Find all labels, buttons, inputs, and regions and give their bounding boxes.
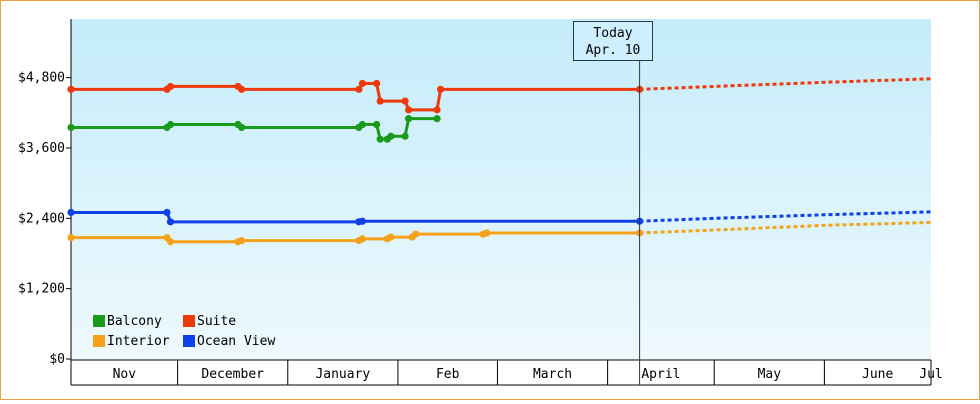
data-point-interior (67, 234, 75, 242)
legend-label-interior: Interior (107, 333, 170, 349)
data-point-interior (358, 235, 367, 243)
y-tick-label: $4,800 (18, 71, 65, 86)
y-tick-label: $1,200 (18, 282, 65, 297)
legend-label-balcony: Balcony (107, 313, 162, 329)
x-month-label: March (533, 367, 572, 382)
x-month-label: December (201, 367, 264, 382)
y-axis: $0 $1,200 $2,400 $3,600 $4,800 (18, 19, 72, 385)
data-point-suite (376, 97, 384, 105)
forecast-line-interior (639, 220, 933, 235)
data-point-suite (166, 82, 175, 91)
data-point-ocean-view (166, 218, 175, 226)
series-balcony (67, 115, 441, 143)
x-month-label: Nov (113, 367, 137, 382)
data-point-balcony (387, 132, 395, 140)
data-point-suite (358, 79, 367, 88)
legend-swatch-suite (183, 315, 195, 327)
legend-item-balcony: Balcony (93, 313, 183, 329)
x-month-label: Feb (436, 367, 460, 382)
series-suite (67, 77, 933, 114)
series-layer (67, 77, 933, 246)
data-point-balcony (358, 120, 367, 129)
data-point-suite (373, 79, 381, 88)
y-tick-label: $2,400 (18, 211, 65, 226)
legend-item-ocean-view: Ocean View (183, 333, 293, 349)
forecast-line-ocean-view (639, 210, 933, 223)
legend: Balcony Suite Interior Ocean View (93, 313, 293, 349)
forecast-line-suite (639, 77, 933, 91)
legend-swatch-ocean-view (183, 335, 195, 347)
series-line-interior (71, 231, 640, 244)
series-ocean-view (67, 208, 933, 226)
data-point-balcony (401, 132, 409, 140)
x-month-label: April (641, 367, 680, 382)
data-point-interior (166, 238, 175, 246)
x-month-label: January (315, 367, 370, 382)
data-point-suite (405, 106, 413, 114)
data-point-ocean-view (163, 208, 171, 217)
legend-swatch-interior (93, 335, 105, 347)
data-point-balcony (373, 120, 381, 129)
today-date: Apr. 10 (585, 43, 641, 58)
today-label: Today (593, 26, 633, 41)
data-point-suite (67, 85, 75, 93)
series-interior (67, 220, 933, 246)
data-point-suite (433, 106, 441, 114)
data-point-suite (355, 85, 363, 93)
y-tick-label: $0 (49, 352, 65, 367)
data-point-interior (483, 229, 491, 237)
y-tick-label: $3,600 (18, 141, 65, 156)
x-month-label: June (862, 367, 893, 382)
data-point-balcony (67, 123, 75, 132)
x-axis: Nov December January Feb March April May June Ju… (70, 359, 943, 386)
series-line-suite (71, 81, 640, 112)
x-month-label: Jul (919, 367, 942, 382)
data-point-suite (237, 85, 246, 93)
data-point-suite (401, 97, 409, 105)
series-line-ocean-view (71, 210, 640, 224)
data-point-interior (237, 236, 246, 245)
data-point-balcony (237, 123, 246, 132)
plot-area (71, 19, 931, 359)
data-point-interior (412, 230, 420, 238)
data-point-interior (387, 233, 395, 241)
legend-swatch-balcony (93, 315, 105, 327)
data-point-balcony (405, 115, 413, 123)
legend-item-suite: Suite (183, 313, 293, 329)
data-point-balcony (166, 120, 175, 129)
data-point-ocean-view (358, 217, 367, 225)
legend-item-interior: Interior (93, 333, 183, 349)
data-point-balcony (376, 135, 384, 143)
data-point-suite (436, 85, 445, 93)
legend-label-suite: Suite (197, 313, 237, 329)
today-marker-label: Today Apr. 10 (573, 21, 653, 61)
x-month-label: May (758, 367, 782, 382)
legend-label-ocean-view: Ocean View (197, 333, 276, 349)
data-point-balcony (433, 115, 441, 123)
data-point-ocean-view (67, 208, 75, 217)
